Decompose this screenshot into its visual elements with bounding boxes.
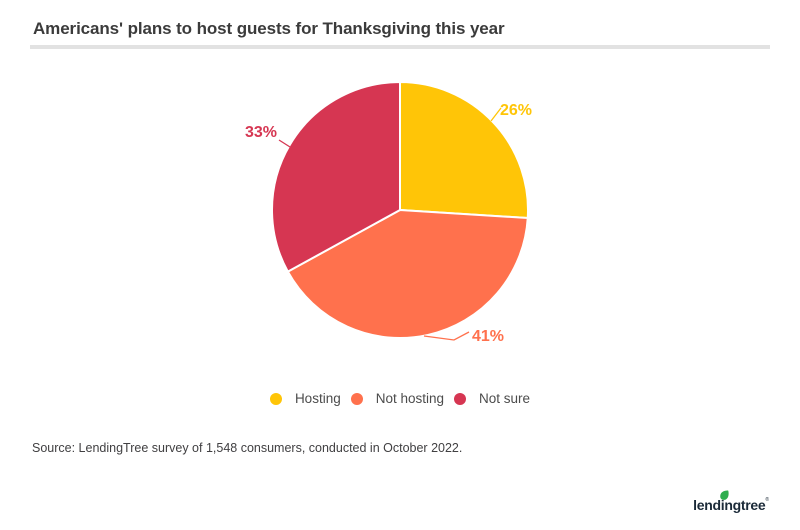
legend-label-hosting: Hosting [294, 391, 341, 406]
pie-slice-not-sure[interactable] [271, 81, 401, 273]
legend: Hosting Not hosting Not sure [0, 391, 800, 406]
pie-data-label-not-sure: 33% [245, 124, 277, 141]
source-note: Source: LendingTree survey of 1,548 cons… [32, 441, 463, 455]
legend-swatch-not-sure [454, 392, 467, 405]
pie-label-connector-not-sure [278, 139, 291, 148]
pie-label-connector-hosting [490, 107, 502, 122]
legend-swatch-not-hosting [350, 392, 363, 405]
legend-label-not-sure: Not sure [479, 391, 531, 406]
legend-item-not-hosting[interactable]: Not hosting [350, 391, 445, 406]
pie-chart: 26% 41% 33% [245, 81, 532, 345]
legend-swatch-hosting [269, 392, 282, 405]
pie-data-label-not-hosting: 41% [472, 328, 504, 345]
legend-item-hosting[interactable]: Hosting [269, 391, 341, 406]
trademark-symbol: ® [765, 497, 769, 503]
title-divider [30, 45, 770, 49]
pie-slice-hosting[interactable] [399, 81, 529, 220]
legend-item-not-sure[interactable]: Not sure [454, 391, 530, 406]
legend-label-not-hosting: Not hosting [375, 391, 445, 406]
leaf-icon [718, 487, 731, 506]
lendingtree-logo: lendingtree® [693, 490, 769, 515]
pie-data-label-hosting: 26% [500, 102, 532, 119]
logo-text: lendingtree [693, 497, 766, 513]
chart-title: Americans' plans to host guests for Than… [33, 19, 505, 38]
pie-slice-not-hosting[interactable] [286, 209, 529, 339]
pie-label-connector-not-hosting [423, 331, 470, 341]
